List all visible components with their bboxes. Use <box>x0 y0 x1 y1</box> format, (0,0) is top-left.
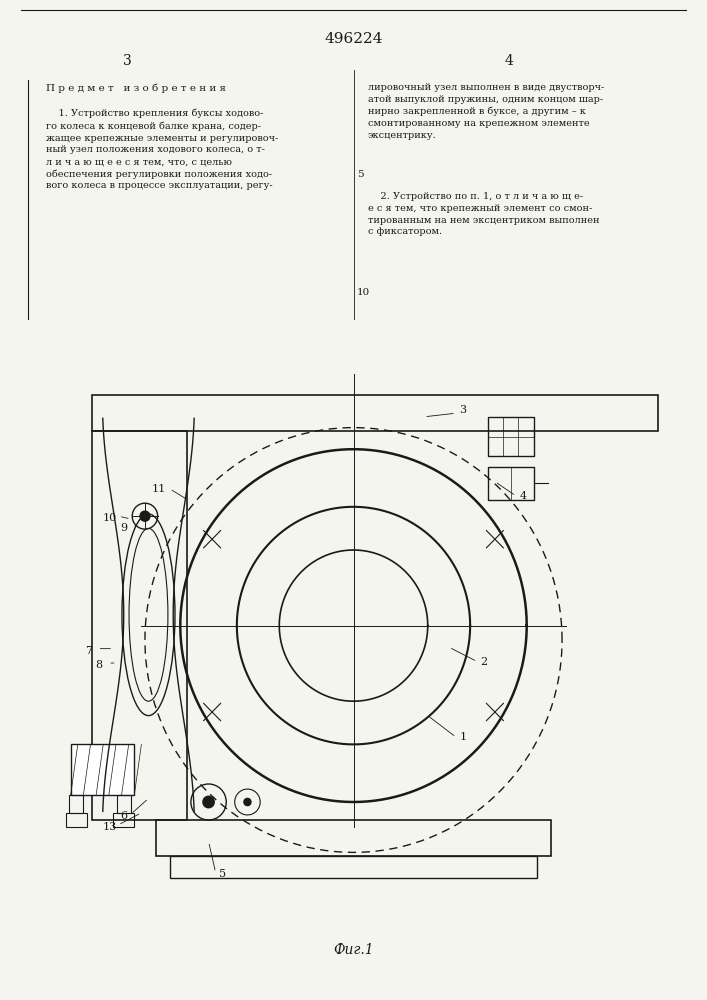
Text: 2: 2 <box>481 657 488 667</box>
Text: 8: 8 <box>95 660 103 670</box>
Text: Фиг.1: Фиг.1 <box>333 943 374 957</box>
Text: 2. Устройство по п. 1, о т л и ч а ю щ е-
е с я тем, что крепежный элемент со см: 2. Устройство по п. 1, о т л и ч а ю щ е… <box>368 192 599 236</box>
Text: 496224: 496224 <box>325 32 382 46</box>
Bar <box>92 431 187 820</box>
Text: 4: 4 <box>520 491 527 501</box>
Bar <box>170 856 537 878</box>
Text: 5: 5 <box>357 170 363 179</box>
Bar <box>488 417 534 456</box>
Text: 13: 13 <box>103 822 117 832</box>
Text: 3: 3 <box>123 54 132 68</box>
Text: 10: 10 <box>357 288 370 297</box>
Circle shape <box>203 796 214 808</box>
Text: 1: 1 <box>460 732 467 742</box>
Text: 10: 10 <box>103 513 117 523</box>
Bar <box>69 795 83 813</box>
Circle shape <box>244 798 251 806</box>
Bar <box>113 813 134 827</box>
Text: 9: 9 <box>120 523 127 533</box>
Text: 5: 5 <box>219 869 226 879</box>
Bar <box>66 813 87 827</box>
Text: 4: 4 <box>505 54 513 68</box>
Text: П р е д м е т   и з о б р е т е н и я: П р е д м е т и з о б р е т е н и я <box>46 83 226 93</box>
Text: лировочный узел выполнен в виде двустворч-
атой выпуклой пружины, одним концом ш: лировочный узел выполнен в виде двуствор… <box>368 83 604 140</box>
Text: 11: 11 <box>152 484 166 494</box>
Bar <box>156 820 551 856</box>
Text: 7: 7 <box>85 646 92 656</box>
Bar <box>117 795 131 813</box>
Bar <box>92 395 658 431</box>
Bar <box>488 467 534 500</box>
Circle shape <box>140 511 150 521</box>
Text: 6: 6 <box>120 811 127 821</box>
Text: 3: 3 <box>460 405 467 415</box>
Text: 1. Устройство крепления буксы ходово-
го колеса к концевой балке крана, содер-
ж: 1. Устройство крепления буксы ходово- го… <box>46 109 279 190</box>
Bar <box>71 744 134 795</box>
